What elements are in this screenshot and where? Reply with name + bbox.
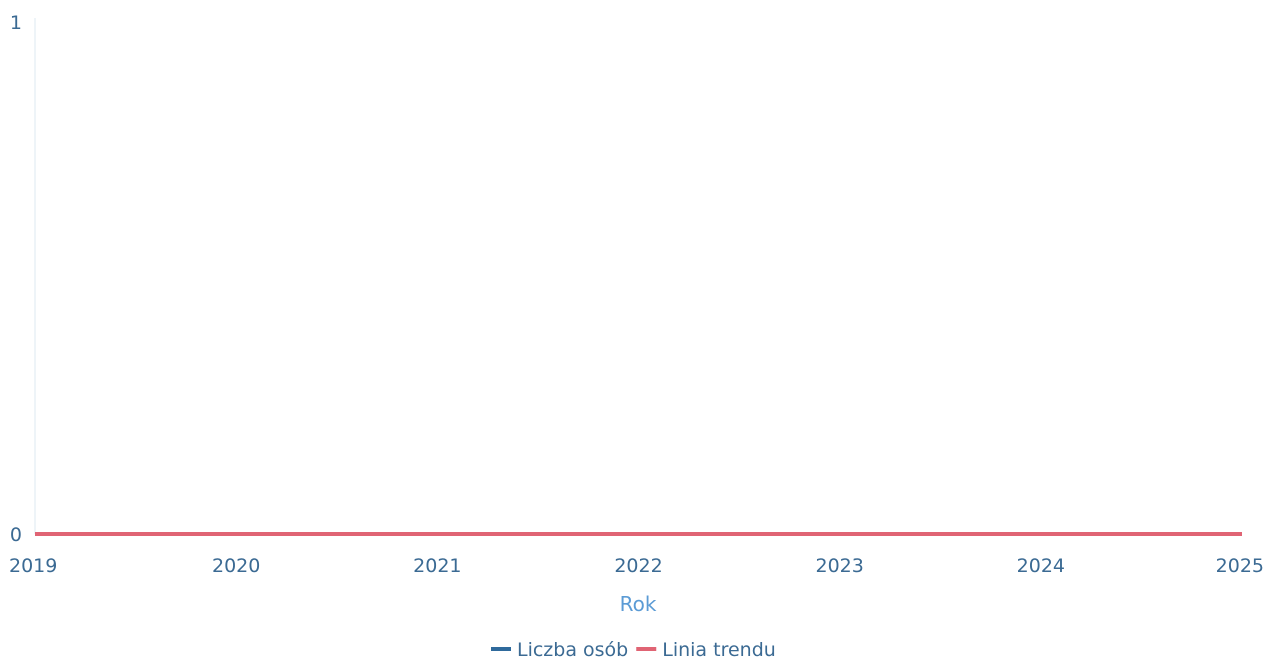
x-tick-label: 2024 xyxy=(1017,555,1065,577)
x-axis-title: Rok xyxy=(620,592,657,616)
tick-labels: 0 1 2019 2020 2021 2022 2023 2024 2025 xyxy=(9,12,1264,577)
y-tick-label: 0 xyxy=(10,524,22,546)
legend-item[interactable]: Linia trendu xyxy=(636,639,776,661)
x-tick-label: 2021 xyxy=(413,555,461,577)
legend-label: Liczba osób xyxy=(517,639,628,661)
x-tick-label: 2023 xyxy=(815,555,863,577)
x-tick-label: 2025 xyxy=(1216,555,1264,577)
x-tick-label: 2022 xyxy=(614,555,662,577)
legend-label: Linia trendu xyxy=(662,639,776,661)
legend: Liczba osób Linia trendu xyxy=(491,639,776,661)
legend-item[interactable]: Liczba osób xyxy=(491,639,628,661)
y-tick-label: 1 xyxy=(10,12,22,34)
x-tick-label: 2019 xyxy=(9,555,57,577)
x-tick-label: 2020 xyxy=(212,555,260,577)
